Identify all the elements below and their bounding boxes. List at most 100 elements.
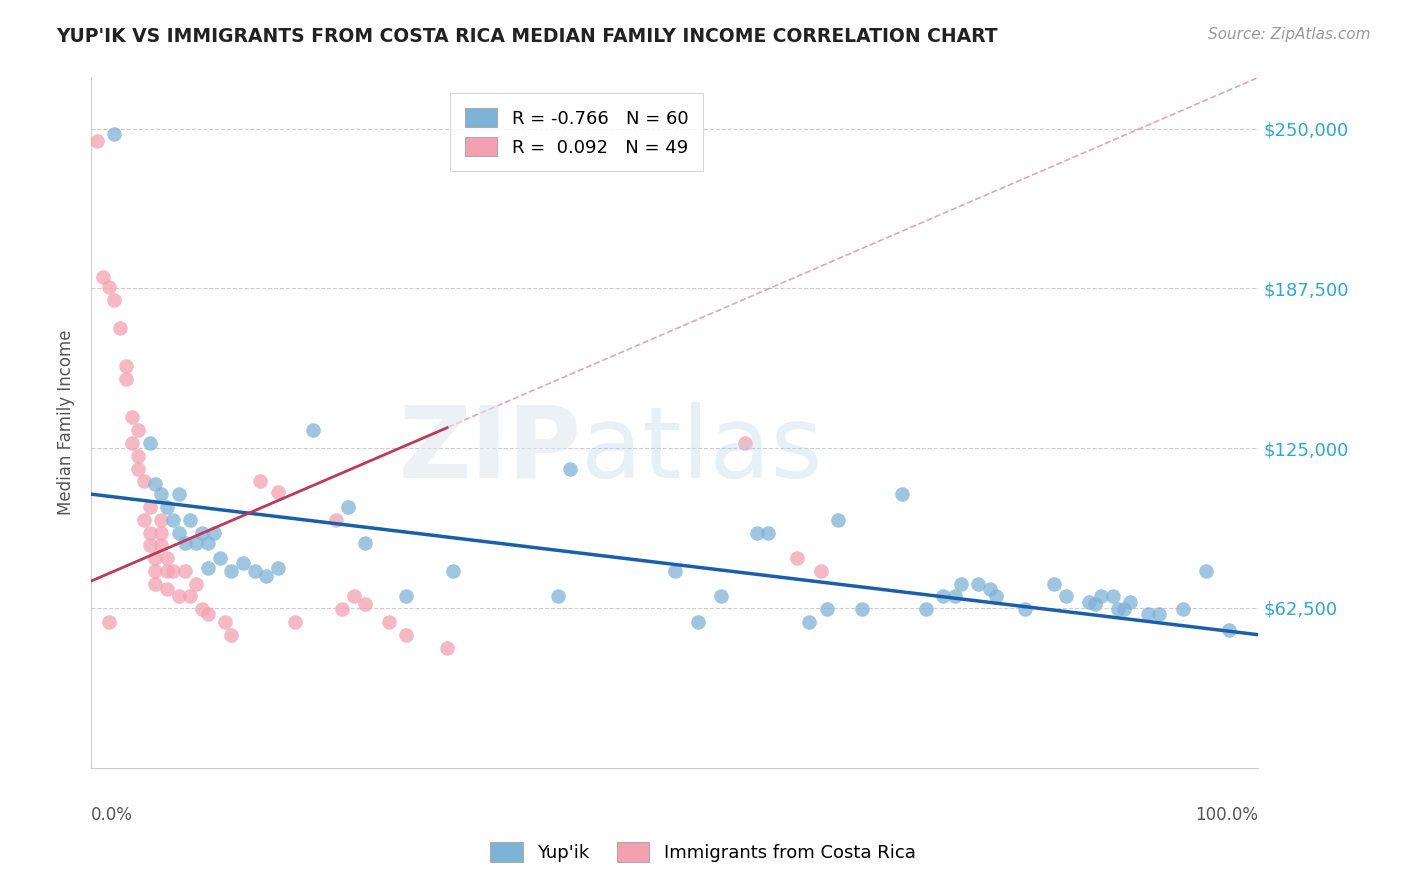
Point [1101, 590, 1123, 604]
Point [97, 280, 120, 294]
Point [132, 475, 155, 489]
Point [914, 602, 936, 616]
Point [86, 134, 108, 148]
Point [197, 535, 219, 549]
Point [1218, 623, 1240, 637]
Point [1171, 602, 1194, 616]
Point [325, 513, 347, 527]
Point [249, 475, 271, 489]
Point [734, 436, 756, 450]
Point [1114, 602, 1136, 616]
Point [197, 607, 219, 622]
Point [191, 525, 214, 540]
Point [173, 535, 195, 549]
Point [343, 590, 366, 604]
Point [786, 551, 808, 566]
Point [284, 615, 307, 629]
Point [815, 602, 838, 616]
Point [949, 576, 972, 591]
Point [1014, 602, 1036, 616]
Point [1107, 602, 1129, 616]
Point [330, 602, 353, 616]
Point [1195, 564, 1218, 578]
Point [984, 590, 1007, 604]
Point [103, 127, 125, 141]
Point [664, 564, 686, 578]
Point [395, 590, 418, 604]
Point [232, 556, 254, 570]
Point [810, 564, 832, 578]
Point [191, 602, 214, 616]
Point [121, 436, 143, 450]
Point [354, 597, 377, 611]
Point [127, 449, 149, 463]
Point [143, 576, 166, 591]
Point [267, 561, 290, 575]
Point [156, 500, 179, 514]
Point [354, 535, 377, 549]
Point [756, 525, 779, 540]
Point [1119, 594, 1142, 608]
Point [710, 590, 733, 604]
Point [156, 551, 179, 566]
Text: YUP'IK VS IMMIGRANTS FROM COSTA RICA MEDIAN FAMILY INCOME CORRELATION CHART: YUP'IK VS IMMIGRANTS FROM COSTA RICA MED… [56, 27, 998, 45]
Point [197, 561, 219, 575]
Point [132, 513, 155, 527]
Point [219, 628, 242, 642]
Point [1147, 607, 1170, 622]
Point [441, 564, 464, 578]
Point [214, 615, 236, 629]
Point [138, 538, 160, 552]
Point [162, 564, 184, 578]
Text: atlas: atlas [582, 401, 823, 499]
Point [121, 410, 143, 425]
Point [1084, 597, 1107, 611]
Point [138, 436, 160, 450]
Point [547, 590, 569, 604]
Point [336, 500, 359, 514]
Point [115, 359, 138, 374]
Point [156, 564, 179, 578]
Point [891, 487, 914, 501]
Point [138, 525, 160, 540]
Point [110, 321, 132, 335]
Point [167, 525, 190, 540]
Point [150, 487, 173, 501]
Legend: Yup'ik, Immigrants from Costa Rica: Yup'ik, Immigrants from Costa Rica [484, 835, 922, 870]
Point [97, 615, 120, 629]
Text: 100.0%: 100.0% [1195, 805, 1258, 823]
Point [851, 602, 873, 616]
Point [827, 513, 849, 527]
Point [202, 525, 225, 540]
Text: ZIP: ZIP [398, 401, 582, 499]
Point [979, 582, 1001, 596]
Point [243, 564, 266, 578]
Point [103, 293, 125, 307]
Point [179, 513, 201, 527]
Point [1054, 590, 1077, 604]
Point [219, 564, 242, 578]
Point [173, 564, 195, 578]
Point [395, 628, 418, 642]
Point [208, 551, 231, 566]
Point [167, 590, 190, 604]
Point [302, 423, 325, 437]
Point [436, 640, 458, 655]
Point [254, 569, 277, 583]
Legend: R = -0.766   N = 60, R =  0.092   N = 49: R = -0.766 N = 60, R = 0.092 N = 49 [450, 94, 703, 171]
Text: 0.0%: 0.0% [91, 805, 134, 823]
Point [150, 513, 173, 527]
Point [1043, 576, 1066, 591]
Point [186, 535, 208, 549]
Point [186, 576, 208, 591]
Point [267, 484, 290, 499]
Text: Source: ZipAtlas.com: Source: ZipAtlas.com [1208, 27, 1371, 42]
Point [156, 582, 179, 596]
Point [138, 500, 160, 514]
Point [943, 590, 966, 604]
Point [143, 564, 166, 578]
Y-axis label: Median Family Income: Median Family Income [58, 330, 75, 516]
Point [150, 525, 173, 540]
Point [745, 525, 768, 540]
Point [797, 615, 820, 629]
